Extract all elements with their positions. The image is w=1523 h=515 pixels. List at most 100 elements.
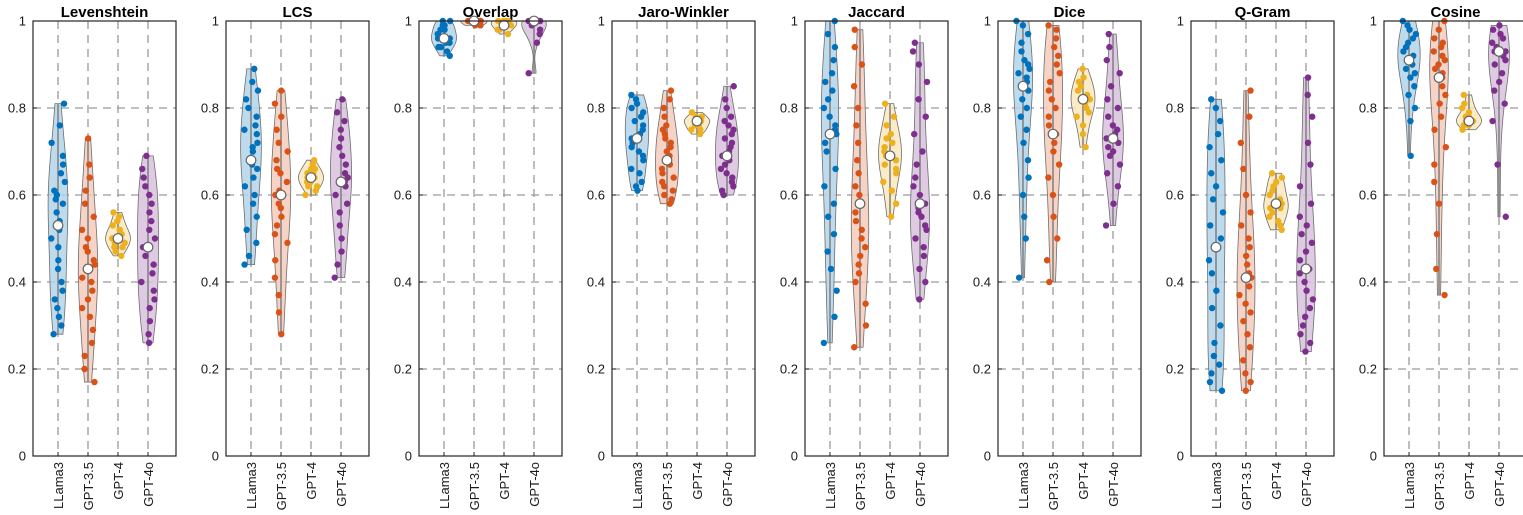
y-tick-label: 0.8 [394, 101, 412, 116]
data-point [1020, 139, 1027, 146]
data-point [889, 139, 896, 146]
data-point [241, 183, 249, 190]
data-point [146, 209, 153, 216]
data-point [688, 109, 696, 116]
data-point [668, 196, 675, 203]
y-tick-label: 0.2 [8, 362, 26, 377]
data-point [252, 122, 259, 129]
data-point [1210, 352, 1218, 360]
y-tick-label: 0.2 [973, 362, 991, 377]
data-point [150, 287, 157, 294]
data-point [1103, 56, 1110, 64]
data-point [253, 165, 261, 173]
data-point [1079, 122, 1087, 129]
data-point [1212, 183, 1220, 190]
data-point [1242, 191, 1250, 199]
y-tick-label: 0.6 [8, 188, 26, 203]
data-point [1025, 174, 1032, 181]
data-point [854, 104, 862, 112]
data-point [249, 143, 256, 151]
data-point [1247, 87, 1254, 94]
data-point [628, 91, 635, 99]
data-point [341, 117, 348, 125]
data-point [1407, 74, 1414, 81]
data-point [1302, 248, 1310, 255]
data-point [1208, 370, 1215, 377]
data-point [1024, 30, 1032, 38]
y-tick-label: 0 [1177, 449, 1184, 464]
data-point [1054, 235, 1061, 242]
data-point [61, 178, 69, 186]
data-point [55, 244, 62, 251]
data-point [916, 296, 923, 303]
data-point [145, 339, 153, 347]
data-point [536, 26, 544, 33]
data-point [56, 122, 63, 129]
data-point [1242, 252, 1250, 260]
data-point [58, 322, 65, 329]
axes-box [418, 20, 563, 457]
median-marker [884, 150, 896, 162]
median-marker [52, 220, 64, 231]
data-point [1501, 100, 1508, 107]
data-point [1304, 91, 1311, 99]
data-point [139, 165, 146, 173]
panel-jaro-winkler: Jaro-Winkler 0 0.2 0.4 0.6 0.8 1 LLama3 GPT-3.5 G… [587, 4, 756, 510]
data-point [90, 257, 97, 264]
data-point [1498, 70, 1506, 77]
data-point [494, 26, 501, 33]
data-point [284, 148, 291, 155]
data-point [1278, 174, 1286, 181]
data-point [1309, 296, 1317, 303]
data-point [1208, 304, 1216, 312]
data-point [1018, 48, 1025, 55]
data-point [1247, 378, 1254, 386]
median-marker [275, 189, 287, 201]
data-point [1244, 331, 1251, 338]
data-point [50, 331, 57, 338]
data-point [1104, 170, 1111, 177]
data-point [1055, 161, 1063, 168]
panel-title: LCS [283, 4, 313, 21]
data-point [336, 143, 343, 151]
data-point [1045, 87, 1053, 94]
y-tick-label: 0.6 [201, 188, 219, 203]
data-point [1109, 122, 1117, 129]
data-point [82, 244, 90, 251]
data-point [251, 191, 258, 199]
data-point [241, 261, 248, 268]
data-point [1489, 26, 1497, 33]
data-point [91, 378, 98, 386]
data-point [1407, 117, 1414, 125]
data-point [90, 213, 97, 220]
data-point [659, 126, 667, 133]
x-tick-label: GPT-3.5 [81, 462, 96, 510]
data-point [253, 113, 260, 120]
data-point [1208, 170, 1215, 177]
data-point [1308, 239, 1316, 247]
x-tick-label: LLama3 [1016, 462, 1031, 509]
data-point [1105, 143, 1112, 151]
data-point [1052, 104, 1059, 112]
axes-box [804, 20, 949, 457]
x-tick-label: GPT-3.5 [467, 462, 482, 510]
data-point [1247, 209, 1254, 216]
median-marker [661, 154, 673, 166]
data-point [1082, 143, 1089, 151]
data-point [887, 213, 895, 220]
data-point [1018, 39, 1025, 46]
data-point [59, 161, 67, 168]
median-marker [854, 198, 866, 210]
data-point [254, 139, 261, 146]
data-point [1049, 191, 1057, 199]
x-tick-label: GPT-4o [141, 462, 156, 507]
data-point [663, 122, 670, 129]
data-point [1437, 113, 1445, 120]
median-marker [1463, 115, 1475, 127]
data-point [1442, 91, 1449, 99]
data-point [820, 339, 828, 347]
data-point [121, 239, 128, 247]
y-tick-label: 0 [1370, 449, 1377, 464]
data-point [852, 209, 859, 216]
panel-lcs: LCS 0 0.2 0.4 0.6 0.8 1 LLama3 GPT-3.5 GPT-4 GPT-4… [201, 4, 370, 510]
